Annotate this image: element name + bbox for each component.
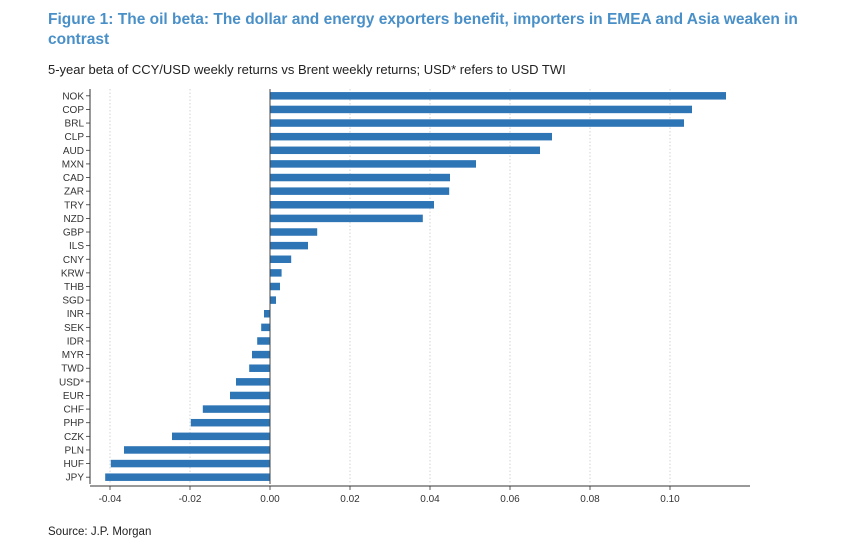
y-tick-label-CHF: CHF (63, 405, 84, 416)
y-tick-label-PLN: PLN (65, 445, 84, 456)
bar-PHP (190, 418, 270, 427)
bar-SEK (261, 323, 270, 332)
bar-CNY (270, 255, 292, 264)
y-tick-label-IDR: IDR (67, 336, 84, 347)
y-tick-label-ZAR: ZAR (64, 187, 84, 198)
y-tick-label-USD*: USD* (59, 377, 84, 388)
y-tick-label-BRL: BRL (65, 119, 85, 130)
bar-AUD (270, 146, 540, 155)
y-tick-label-GBP: GBP (63, 228, 84, 239)
y-tick-label-NZD: NZD (63, 214, 84, 225)
source-note: Source: J.P. Morgan (48, 526, 152, 538)
y-tick-label-SGD: SGD (62, 296, 84, 307)
y-tick-label-CZK: CZK (64, 432, 84, 443)
x-tick-label-4: 0.04 (420, 494, 440, 505)
bar-ZAR (270, 187, 450, 195)
bar-COP (270, 105, 692, 114)
bar-CZK (172, 432, 270, 441)
bar-SGD (270, 296, 276, 304)
chart-subtitle: 5-year beta of CCY/USD weekly returns vs… (48, 62, 566, 77)
x-tick-label-6: 0.08 (580, 494, 600, 505)
y-tick-label-AUD: AUD (63, 146, 84, 157)
bar-PLN (124, 446, 270, 454)
bar-MXN (270, 160, 476, 168)
y-tick-label-CNY: CNY (63, 255, 84, 266)
y-tick-label-CLP: CLP (65, 132, 85, 143)
bar-EUR (230, 391, 270, 400)
bar-HUF (110, 459, 270, 468)
x-tick-label-3: 0.02 (340, 494, 360, 505)
bar-MYR (252, 350, 270, 359)
y-tick-label-PHP: PHP (63, 418, 84, 429)
bar-IDR (257, 337, 270, 345)
y-tick-label-NOK: NOK (62, 91, 84, 102)
bar-CLP (270, 132, 552, 141)
y-tick-label-TWD: TWD (61, 364, 84, 375)
bar-GBP (270, 228, 318, 236)
bar-ILS (270, 241, 308, 250)
y-tick-label-JPY: JPY (66, 473, 85, 484)
y-tick-label-MYR: MYR (62, 350, 84, 361)
bar-CHF (202, 405, 270, 413)
x-tick-label-5: 0.06 (500, 494, 520, 505)
y-tick-label-MXN: MXN (62, 159, 84, 170)
bar-KRW (270, 269, 282, 277)
bar-THB (270, 282, 280, 291)
bar-NOK (270, 92, 726, 100)
bar-BRL (270, 119, 684, 127)
y-tick-label-CAD: CAD (63, 173, 84, 184)
y-tick-label-SEK: SEK (64, 323, 84, 334)
bar-TRY (270, 201, 434, 209)
x-tick-label-0: -0.04 (99, 494, 122, 505)
bar-CAD (270, 173, 450, 182)
bar-TWD (249, 364, 270, 372)
y-tick-label-INR: INR (67, 309, 84, 320)
y-tick-label-TRY: TRY (64, 200, 84, 211)
chart-title: Figure 1: The oil beta: The dollar and e… (48, 11, 798, 48)
bar-USD* (236, 378, 270, 386)
bar-INR (264, 309, 270, 318)
y-tick-label-EUR: EUR (63, 391, 84, 402)
y-tick-label-ILS: ILS (69, 241, 84, 252)
bar-NZD (270, 214, 423, 223)
x-tick-label-2: 0.00 (260, 494, 280, 505)
y-tick-label-COP: COP (62, 105, 84, 116)
y-tick-label-THB: THB (64, 282, 84, 293)
bar-JPY (105, 473, 270, 481)
y-tick-label-KRW: KRW (61, 268, 85, 279)
x-tick-label-1: -0.02 (179, 494, 202, 505)
y-tick-label-HUF: HUF (63, 459, 84, 470)
x-tick-label-7: 0.10 (660, 494, 680, 505)
